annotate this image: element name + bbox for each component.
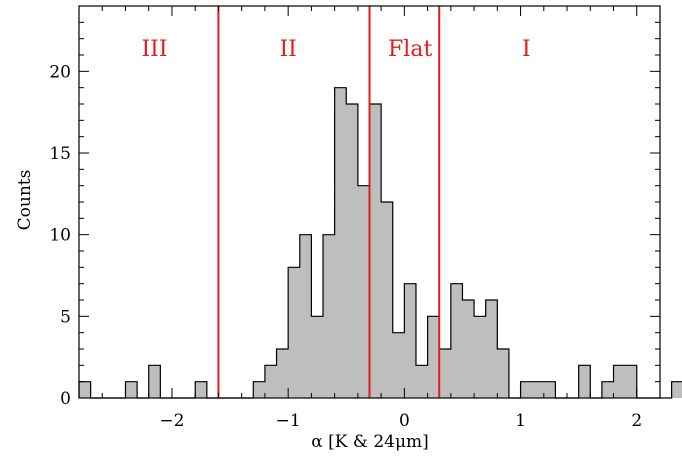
x-axis-label: α [K & 24μm] xyxy=(311,432,429,452)
histogram-bar xyxy=(462,300,475,398)
histogram-bar xyxy=(497,349,510,398)
x-tick-label: −1 xyxy=(276,411,301,431)
y-axis-label: Counts xyxy=(15,170,35,231)
histogram-bar xyxy=(532,381,545,398)
histogram-bar xyxy=(346,104,359,398)
histogram-bar xyxy=(334,87,347,399)
region-label: I xyxy=(522,37,531,62)
histogram-bar xyxy=(404,283,417,398)
histogram-bar xyxy=(613,365,626,398)
histogram-bar xyxy=(671,381,682,398)
histogram-bar xyxy=(311,316,324,398)
x-tick-label: 2 xyxy=(631,411,642,431)
histogram-bar xyxy=(578,365,591,398)
region-label: III xyxy=(141,37,167,62)
histogram-bar xyxy=(299,234,312,398)
histogram-bar xyxy=(264,365,277,398)
histogram-bar xyxy=(427,316,440,398)
histogram-bar xyxy=(601,381,614,398)
histogram-bar xyxy=(485,300,498,398)
y-tick-label: 5 xyxy=(60,307,71,327)
histogram-bar xyxy=(323,234,336,398)
y-tick-label: 20 xyxy=(49,62,71,82)
histogram-bar xyxy=(276,349,289,398)
y-tick-label: 0 xyxy=(60,389,71,409)
histogram-bar xyxy=(79,381,92,398)
histogram-bar xyxy=(381,202,394,398)
histogram-bar xyxy=(520,381,533,398)
histogram-bar xyxy=(195,381,208,398)
x-tick-label: −2 xyxy=(159,411,184,431)
histogram-bar xyxy=(439,349,452,398)
histogram-bar xyxy=(625,365,638,398)
histogram-bar xyxy=(369,104,382,398)
histogram-bar xyxy=(253,381,266,398)
histogram-bar xyxy=(392,332,405,398)
y-tick-label: 15 xyxy=(49,144,71,164)
histogram-bar xyxy=(357,185,370,398)
histogram-bar xyxy=(415,365,428,398)
x-tick-label: 1 xyxy=(515,411,526,431)
histogram-bar xyxy=(125,381,138,398)
histogram-bar xyxy=(148,365,161,398)
histogram-bar xyxy=(474,316,487,398)
region-label: Flat xyxy=(388,37,432,62)
y-tick-label: 10 xyxy=(49,226,71,246)
x-tick-label: 0 xyxy=(399,411,410,431)
histogram-bar xyxy=(288,267,301,398)
histogram-bar xyxy=(450,283,463,398)
region-label: II xyxy=(279,37,296,62)
histogram-bar xyxy=(543,381,556,398)
